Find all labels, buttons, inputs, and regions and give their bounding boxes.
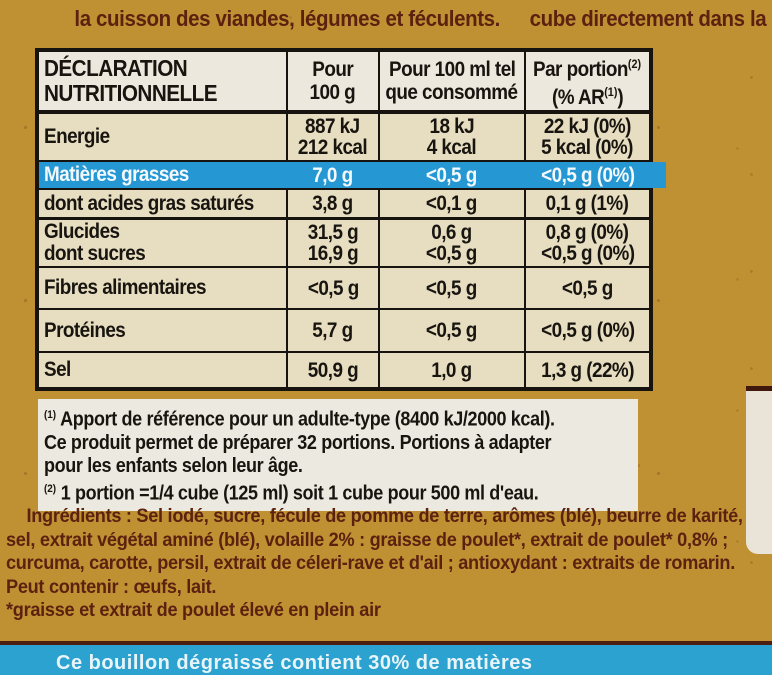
cell: <0,5 g [523, 268, 649, 308]
top-text-right: cube directement dans la [529, 6, 767, 31]
cell: 18 kJ 4 kcal [377, 114, 524, 160]
cell: 1,0 g [377, 353, 524, 387]
cell: 0,1 g (1%) [523, 190, 649, 217]
table-row-acides-gras-satures: dont acides gras saturés 3,8 g <0,1 g 0,… [39, 190, 649, 220]
cell: <0,5 g (0%) [523, 310, 649, 351]
header-declaration: DÉCLARATION NUTRITIONNELLE [44, 55, 218, 106]
cell: <0,1 g [377, 190, 524, 217]
cell: 7,0 g [312, 163, 354, 187]
row-label: Protéines [44, 318, 126, 342]
table-row-proteines: Protéines 5,7 g <0,5 g <0,5 g (0%) [39, 310, 649, 353]
cell: 0,8 g (0%) <0,5 g (0%) [523, 220, 649, 266]
cell: 0,6 g <0,5 g [377, 220, 524, 266]
header-per-100ml: Pour 100 ml tel que consommé [377, 52, 524, 110]
row-label: Fibres alimentaires [44, 276, 207, 299]
row-label: Energie [44, 125, 110, 148]
table-row-matieres-grasses: Matières grasses 7,0 g <0,5 g <0,5 g (0%… [39, 162, 649, 190]
table-row-fibres: Fibres alimentaires <0,5 g <0,5 g <0,5 g [39, 268, 649, 310]
row-label: Matières grasses [44, 163, 189, 186]
band-text: Ce bouillon dégraissé contient 30% de ma… [56, 652, 533, 674]
cell: 31,5 g 16,9 g [286, 220, 378, 266]
cell: 887 kJ 212 kcal [286, 114, 378, 160]
nutrition-table: DÉCLARATION NUTRITIONNELLE Pour 100 g Po… [35, 48, 666, 391]
cell: 3,8 g [286, 190, 378, 217]
footnote-text: (1) Apport de référence pour un adulte-t… [44, 408, 555, 505]
footnotes-block: (1) Apport de référence pour un adulte-t… [38, 399, 638, 512]
cell: <0,5 g [426, 163, 478, 187]
top-packaging-text: la cuisson des viandes, légumes et fécul… [0, 6, 772, 32]
cell: 5,7 g [286, 310, 378, 351]
cell: <0,5 g [286, 268, 378, 308]
table-row-glucides: Glucides dont sucres 31,5 g 16,9 g 0,6 g <0… [39, 220, 649, 268]
row-label: dont acides gras saturés [44, 191, 254, 215]
row-label: Sel [44, 358, 71, 381]
cell: <0,5 g [377, 310, 524, 351]
table-header-row: DÉCLARATION NUTRITIONNELLE Pour 100 g Po… [39, 52, 649, 114]
cell: 22 kJ (0%) 5 kcal (0%) [523, 114, 649, 160]
cell: 50,9 g [286, 353, 378, 387]
header-per-portion: Par portion(2) (% AR(1)) [523, 52, 649, 110]
ingredients-text: Ingrédients : Sel iodé, sucre, fécule de… [6, 505, 743, 621]
cell: <0,5 g (0%) [540, 163, 635, 187]
highlight-row-bleed [649, 162, 666, 188]
table-row-energie: Energie 887 kJ 212 kcal 18 kJ 4 kcal 22 kJ… [39, 114, 649, 162]
package-edge-highlight [746, 386, 772, 554]
cell: 1,3 g (22%) [523, 353, 649, 387]
row-label: Glucides dont sucres [44, 220, 146, 265]
bottom-blue-band: Ce bouillon dégraissé contient 30% de ma… [0, 641, 772, 675]
cell: <0,5 g [377, 268, 524, 308]
top-text-left: la cuisson des viandes, légumes et fécul… [74, 6, 500, 31]
table-row-sel: Sel 50,9 g 1,0 g 1,3 g (22%) [39, 353, 649, 387]
header-per-100g: Pour 100 g [286, 52, 378, 110]
